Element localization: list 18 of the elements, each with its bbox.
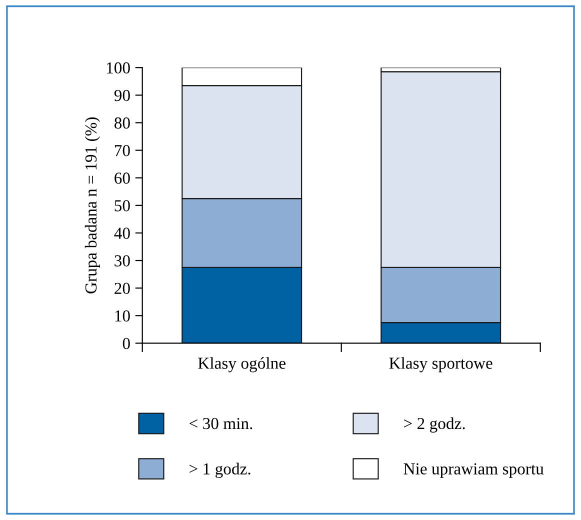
legend-label: < 30 min. xyxy=(190,418,252,430)
legend-label: > 2 godz. xyxy=(404,417,465,433)
y-tick-label: 0 xyxy=(122,338,130,350)
legend-label: Nie uprawiam sportu xyxy=(404,463,544,478)
legend-label: > 1 godz. xyxy=(190,462,250,478)
y-axis-title: Grupa badana n = 191 (%) xyxy=(84,117,100,294)
y-tick-label: 30 xyxy=(114,255,130,266)
y-tick-label: 70 xyxy=(114,144,130,156)
y-tick-label: 60 xyxy=(114,172,130,184)
x-tick-label: Klasy sportowe xyxy=(389,357,492,372)
y-tick-label: 80 xyxy=(114,117,130,129)
x-tick-label: Klasy ogólne xyxy=(198,357,286,372)
y-tick-label: 100 xyxy=(107,62,130,74)
y-tick-label: 50 xyxy=(114,200,130,212)
y-tick-label: 20 xyxy=(114,282,130,294)
y-tick-label: 40 xyxy=(114,228,130,239)
y-tick-label: 90 xyxy=(114,90,130,102)
y-tick-label: 10 xyxy=(115,310,130,322)
